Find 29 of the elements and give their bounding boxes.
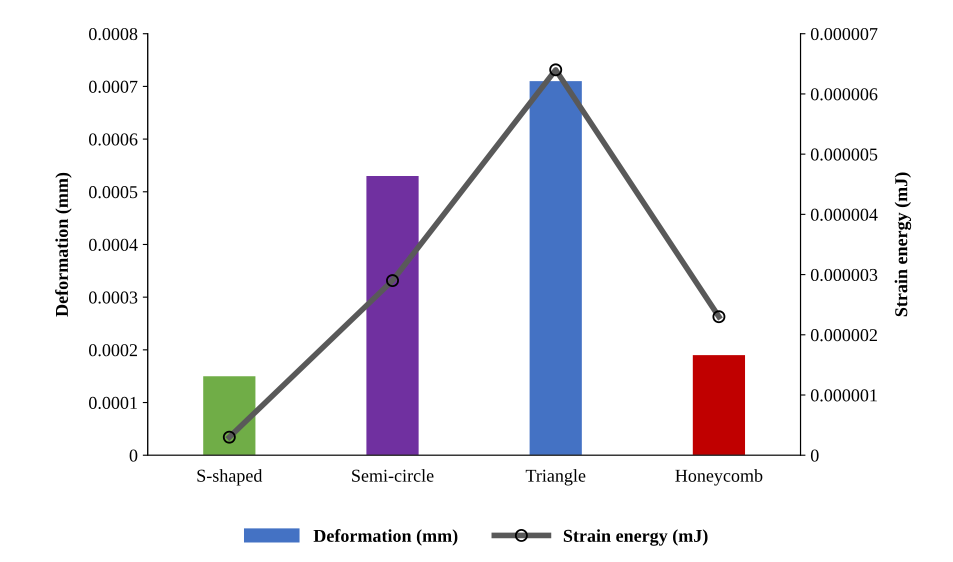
y2-tick-label: 0: [810, 449, 819, 462]
y2-tick-label: 0.000002: [810, 329, 877, 342]
y-tick-label: 0.0005: [89, 186, 138, 198]
y2-tick-label: 0.000001: [810, 389, 877, 402]
y2-tick-label: 0.000004: [810, 208, 878, 221]
bar: [366, 176, 419, 456]
y-axis-title: Deformation (mm): [55, 172, 72, 317]
y-tick-label: 0.0002: [89, 344, 137, 356]
bar: [203, 376, 256, 456]
y2-tick-label: 0.000006: [810, 88, 878, 100]
legend-label: Strain energy (mJ): [564, 529, 708, 546]
x-tick-label: S-shaped: [197, 469, 262, 486]
y-tick-label: 0: [130, 449, 138, 462]
legend-label: Deformation (mm): [314, 529, 458, 546]
x-tick-label: Triangle: [526, 469, 586, 486]
y-tick-label: 0.0001: [89, 396, 137, 410]
y-tick-label: 0.0004: [89, 238, 138, 251]
x-tick-label: Honeycomb: [675, 469, 762, 486]
y2-tick-label: 0.000005: [810, 148, 878, 161]
y2-tick-label: 0.000007: [810, 28, 878, 40]
x-tick-label: Semi-circle: [352, 469, 434, 482]
y2-tick-label: 0.000003: [810, 268, 878, 282]
y-tick-label: 0.0007: [89, 80, 138, 93]
bar: [530, 81, 582, 456]
y-tick-label: 0.0006: [89, 133, 138, 146]
bar: [692, 355, 746, 456]
y2-axis-title: Strain energy (mJ): [894, 172, 912, 316]
y-tick-label: 0.0003: [89, 291, 138, 304]
y-tick-label: 0.0008: [89, 28, 138, 40]
